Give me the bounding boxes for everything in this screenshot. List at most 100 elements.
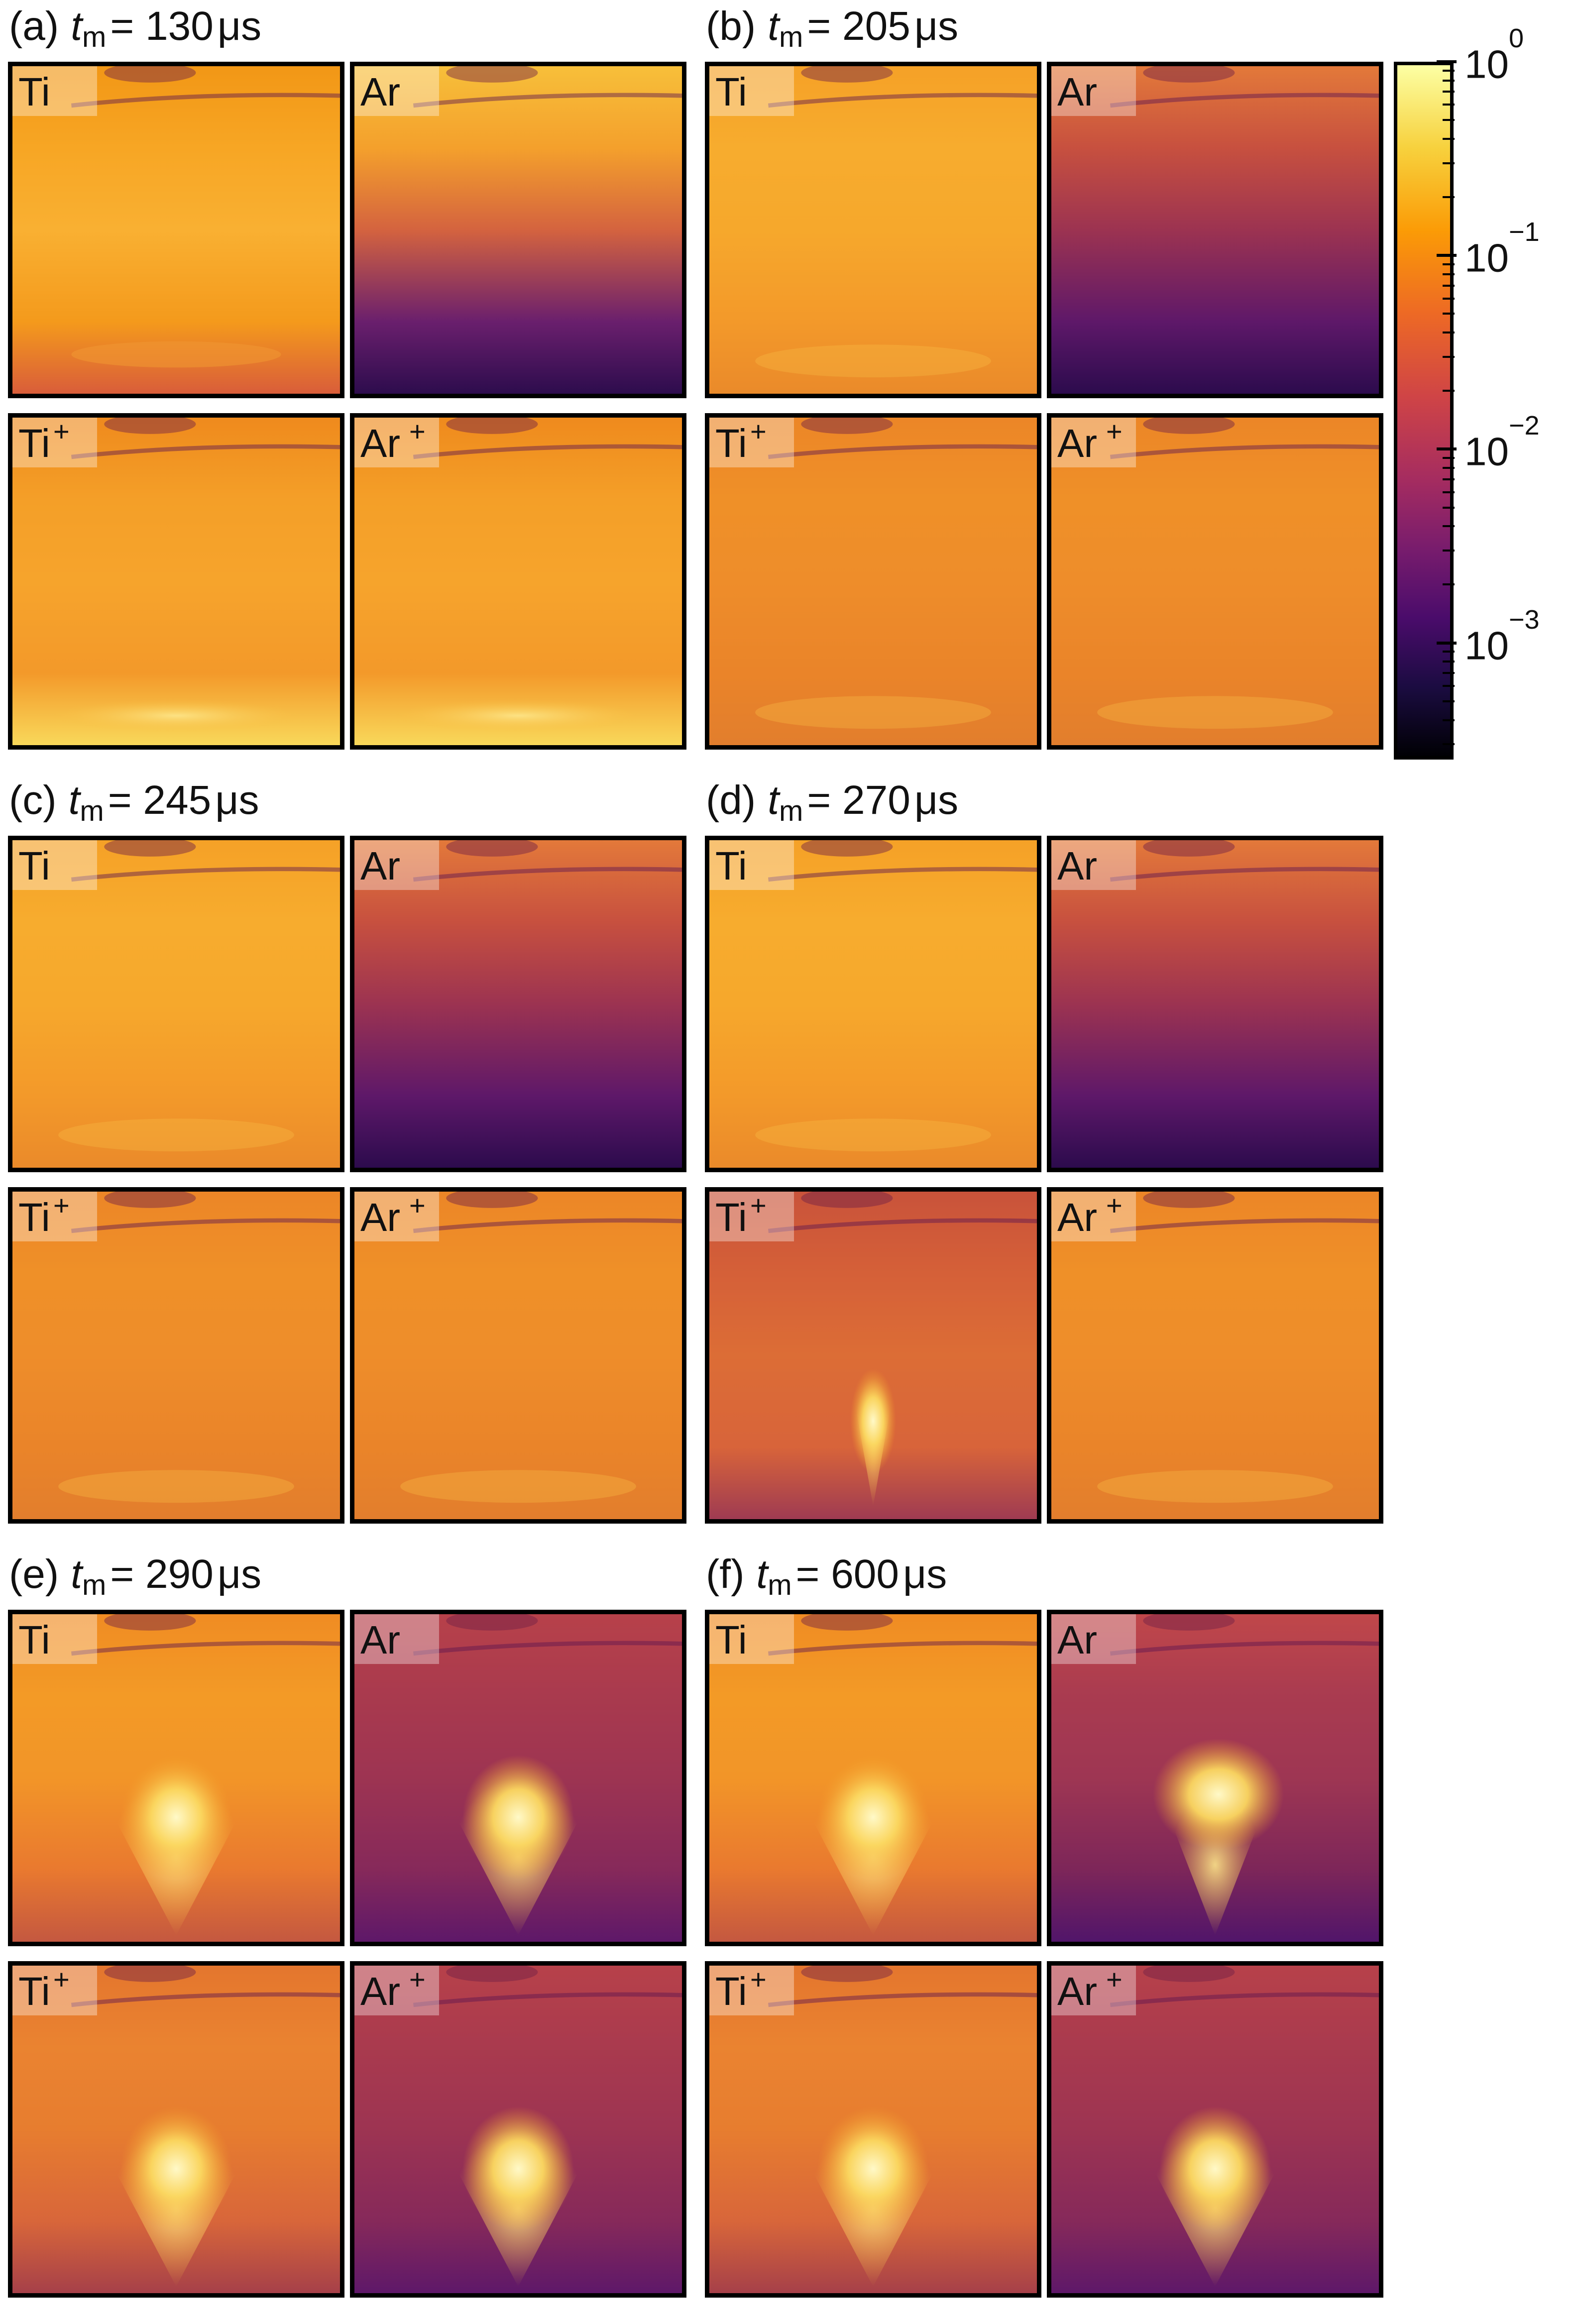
species-tag: Ar +: [354, 1966, 439, 2015]
charge-label: +: [1106, 1190, 1123, 1221]
species-label: Ar: [360, 1969, 400, 2013]
intensity-image: [12, 840, 340, 1168]
colorbar-minor-tick: [1443, 91, 1455, 93]
image-panel-e-ti: Ti: [8, 1610, 344, 1946]
charge-label: +: [750, 416, 767, 447]
tm-unit: μs: [217, 1551, 262, 1597]
intensity-image: [12, 66, 340, 394]
colorbar-major-tick: [1437, 447, 1457, 451]
colorbar-minor-tick: [1443, 196, 1455, 199]
colorbar-minor-tick: [1443, 491, 1455, 493]
species-label: Ar: [360, 70, 400, 114]
colorbar-minor-tick: [1443, 671, 1455, 674]
image-panel-a-ti: Ti: [8, 62, 344, 398]
intensity-image: [709, 66, 1037, 394]
intensity-image: [709, 840, 1037, 1168]
intensity-image: [12, 1192, 340, 1519]
tm-symbol: t: [768, 3, 780, 49]
intensity-image: [1051, 1966, 1379, 2293]
colorbar-minor-tick: [1443, 525, 1455, 528]
colorbar-minor-tick: [1443, 743, 1455, 746]
tm-subscript: m: [779, 21, 803, 53]
charge-label: +: [750, 1190, 767, 1221]
colorbar-tick-label: 10−2: [1465, 412, 1540, 472]
tick-exponent: 0: [1508, 23, 1524, 53]
image-panel-f-ar: Ar: [1047, 1610, 1383, 1946]
colorbar-minor-tick: [1443, 79, 1455, 82]
species-tag: Ar: [1051, 840, 1136, 890]
group-label-d: (d) tm= 270μs: [706, 780, 958, 826]
colorbar-minor-tick: [1443, 284, 1455, 287]
group-label-a: (a) tm= 130μs: [9, 6, 261, 52]
colorbar-minor-tick: [1443, 104, 1455, 106]
image-panel-b-ti: Ti: [705, 62, 1041, 398]
image-panel-d-ti: Ti: [705, 836, 1041, 1172]
tick-base: 10: [1465, 623, 1509, 668]
species-label: Ti: [18, 844, 50, 888]
tm-subscript: m: [768, 1569, 792, 1601]
colorbar-minor-tick: [1443, 162, 1455, 164]
panel-letter: (a): [9, 3, 59, 49]
image-panel-c-ar-ion: Ar +: [350, 1187, 686, 1524]
tm-unit: μs: [914, 3, 959, 49]
species-tag: Ar: [354, 66, 439, 116]
colorbar-major-tick: [1437, 641, 1457, 645]
colorbar-tick-label: 10−3: [1465, 606, 1540, 668]
group-label-b: (b) tm= 205μs: [706, 6, 958, 52]
image-panel-f-ar-ion: Ar +: [1047, 1961, 1383, 2298]
colorbar-gradient: [1397, 65, 1450, 756]
tm-subscript: m: [82, 1569, 107, 1601]
tm-unit: μs: [217, 3, 262, 49]
charge-label: +: [409, 1190, 426, 1221]
colorbar-tick-label: 100: [1465, 25, 1524, 87]
species-tag: Ti: [709, 66, 794, 116]
intensity-image: [12, 1614, 340, 1942]
charge-label: +: [53, 416, 70, 447]
species-tag: Ar: [354, 840, 439, 890]
intensity-image: [1051, 1614, 1379, 1942]
species-label: Ar: [1057, 1195, 1097, 1239]
tm-value: = 130: [110, 3, 214, 49]
species-label: Ti: [18, 70, 50, 114]
colorbar-minor-tick: [1443, 583, 1455, 586]
image-panel-e-ar-ion: Ar +: [350, 1961, 686, 2298]
image-panel-d-ti-ion: Ti +: [705, 1187, 1041, 1524]
colorbar-minor-tick: [1443, 651, 1455, 653]
intensity-image: [354, 66, 682, 394]
tick-exponent: −1: [1508, 217, 1540, 247]
species-label: Ar: [360, 1618, 400, 1662]
species-tag: Ti: [709, 840, 794, 890]
tm-value: = 205: [807, 3, 910, 49]
charge-label: +: [53, 1190, 70, 1221]
image-panel-f-ti: Ti: [705, 1610, 1041, 1946]
intensity-image: [354, 1614, 682, 1942]
tm-unit: μs: [215, 777, 259, 823]
charge-label: +: [1106, 416, 1123, 447]
tm-value: = 600: [795, 1551, 900, 1597]
species-tag: Ar +: [1051, 1192, 1136, 1241]
species-label: Ti: [18, 1618, 50, 1662]
tick-exponent: −3: [1508, 604, 1540, 635]
species-label: Ar: [360, 1195, 400, 1239]
species-label: Ti: [715, 1969, 747, 2013]
colorbar-major-tick: [1437, 254, 1457, 257]
species-label: Ti: [715, 1195, 747, 1239]
species-label: Ti: [715, 1618, 747, 1662]
image-panel-d-ar: Ar: [1047, 836, 1383, 1172]
panel-letter: (f): [706, 1551, 745, 1597]
colorbar-minor-tick: [1443, 685, 1455, 687]
species-label: Ti: [18, 1195, 50, 1239]
charge-label: +: [409, 1964, 426, 1995]
intensity-image: [1051, 418, 1379, 745]
colorbar-minor-tick: [1443, 506, 1455, 509]
species-tag: Ti: [12, 840, 97, 890]
species-tag: Ti: [709, 1614, 794, 1664]
species-tag: Ar: [354, 1614, 439, 1664]
species-label: Ar: [360, 421, 400, 465]
tick-base: 10: [1465, 42, 1509, 87]
species-label: Ti: [18, 1969, 50, 2013]
colorbar-minor-tick: [1443, 549, 1455, 552]
panel-letter: (e): [9, 1551, 59, 1597]
species-tag: Ar: [1051, 66, 1136, 116]
colorbar-minor-tick: [1443, 263, 1455, 266]
